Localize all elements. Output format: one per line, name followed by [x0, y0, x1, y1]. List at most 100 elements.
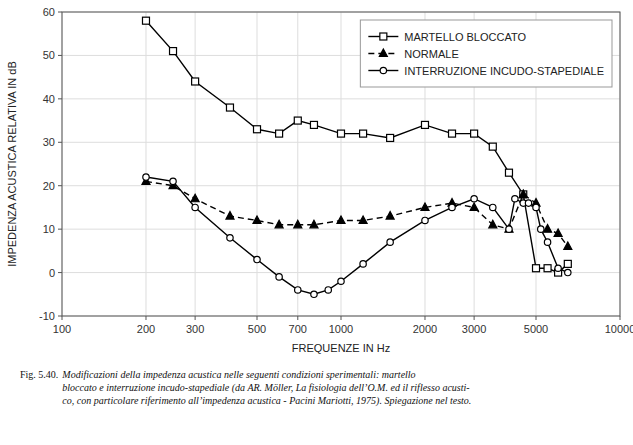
point: [471, 196, 477, 202]
grid-line-x: [195, 12, 196, 316]
point: [226, 212, 234, 220]
tick-x: [195, 316, 196, 320]
caption-label: Fig. 5.40.: [20, 369, 58, 380]
legend-label: NORMALE: [404, 48, 458, 60]
tick-label-y: 10: [43, 223, 55, 235]
tick-label-x: 100: [53, 323, 71, 335]
tick-label-x: 500: [248, 323, 266, 335]
tick-x: [62, 316, 63, 320]
point: [310, 220, 318, 228]
tick-y: [58, 55, 62, 56]
tick-label-x: 300: [186, 323, 204, 335]
grid-line-x: [257, 12, 258, 316]
tick-label-x: 3000: [462, 323, 486, 335]
caption-line: co, con particolare riferimento all’impe…: [62, 395, 471, 407]
grid-line-x: [145, 12, 146, 316]
point: [449, 130, 456, 137]
point: [337, 216, 345, 224]
point: [170, 48, 177, 55]
point: [564, 260, 571, 267]
point: [143, 174, 149, 180]
grid-line-y: [62, 185, 620, 186]
point: [338, 278, 344, 284]
point: [386, 212, 394, 220]
tick-label-x: 5000: [524, 323, 548, 335]
caption-line: bloccato e interruzione incudo-stapedial…: [62, 382, 469, 394]
point: [294, 117, 301, 124]
x-axis-label: FREQUENZE IN Hz: [292, 342, 390, 354]
plot-area: [62, 12, 620, 316]
point: [538, 226, 544, 232]
tick-x: [297, 316, 298, 320]
point: [142, 17, 149, 24]
tick-label-y: 20: [43, 180, 55, 192]
chart: 100200300500700100020003000500010000-100…: [0, 0, 633, 445]
point: [254, 126, 261, 133]
tick-label-y: 30: [43, 136, 55, 148]
point: [525, 200, 531, 206]
tick-y: [58, 142, 62, 143]
point: [192, 78, 199, 85]
point: [470, 203, 478, 211]
series: [142, 177, 572, 250]
point: [489, 143, 496, 150]
grid-line-y: [62, 229, 620, 230]
point: [544, 239, 550, 245]
tick-label-y: 40: [43, 93, 55, 105]
point: [310, 121, 317, 128]
tick-label-y: 60: [43, 6, 55, 18]
tick-y: [58, 185, 62, 186]
point: [276, 130, 283, 137]
tick-x: [257, 316, 258, 320]
tick-y: [58, 229, 62, 230]
point: [449, 204, 455, 210]
grid: [62, 12, 620, 316]
point: [506, 226, 512, 232]
point: [360, 261, 366, 267]
point: [421, 121, 428, 128]
point: [226, 104, 233, 111]
plot-frame: [62, 12, 620, 316]
caption-line: Modificazioni della impedenza acustica n…: [61, 369, 415, 380]
point: [192, 204, 198, 210]
tick-y: [58, 272, 62, 273]
caption-text: Modificazioni della impedenza acustica n…: [61, 369, 471, 407]
point: [254, 256, 260, 262]
legend-marker: [379, 49, 387, 57]
point: [295, 287, 301, 293]
point: [227, 235, 233, 241]
point: [276, 274, 282, 280]
point: [421, 203, 429, 211]
point: [564, 242, 572, 250]
point: [565, 269, 571, 275]
point: [359, 216, 367, 224]
legend-marker: [380, 33, 387, 40]
tick-label-x: 2000: [413, 323, 437, 335]
tick-label-x: 700: [289, 323, 307, 335]
legend-label: MARTELLO BLOCCATO: [404, 31, 526, 43]
point: [338, 130, 345, 137]
point: [489, 220, 497, 228]
tick-x: [341, 316, 342, 320]
tick-label-x: 10000: [605, 323, 633, 335]
point: [360, 130, 367, 137]
point: [170, 178, 176, 184]
point: [422, 217, 428, 223]
point: [544, 265, 551, 272]
point: [512, 196, 518, 202]
tick-label-y: 50: [43, 49, 55, 61]
point: [325, 287, 331, 293]
axes: 100200300500700100020003000500010000-100…: [39, 6, 633, 335]
tick-x: [620, 316, 621, 320]
series: [143, 174, 571, 298]
tick-x: [474, 316, 475, 320]
point: [520, 191, 527, 198]
tick-y: [58, 12, 62, 13]
point: [490, 204, 496, 210]
point: [505, 169, 512, 176]
tick-label-x: 200: [137, 323, 155, 335]
point: [387, 134, 394, 141]
tick-x: [536, 316, 537, 320]
point: [471, 130, 478, 137]
tick-x: [424, 316, 425, 320]
